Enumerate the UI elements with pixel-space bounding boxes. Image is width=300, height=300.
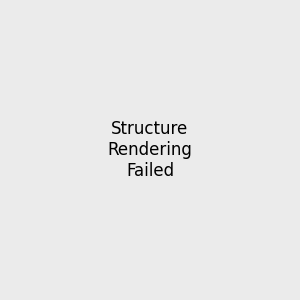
Text: Structure
Rendering
Failed: Structure Rendering Failed (108, 120, 192, 180)
